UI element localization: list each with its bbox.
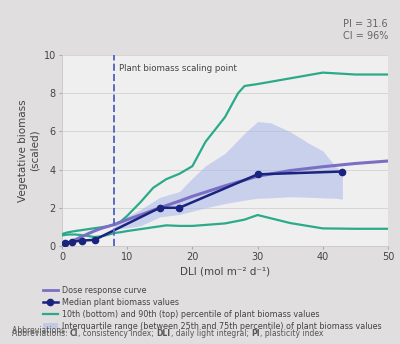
Text: , consistency index;: , consistency index; — [78, 330, 157, 338]
Text: PI: PI — [251, 330, 260, 338]
Text: , daily light integral;: , daily light integral; — [171, 330, 251, 338]
Text: PI = 31.6
CI = 96%: PI = 31.6 CI = 96% — [343, 19, 388, 41]
Y-axis label: Vegetative biomass
(scaled): Vegetative biomass (scaled) — [18, 99, 39, 202]
Text: Abbreviations:: Abbreviations: — [12, 330, 70, 338]
Legend: Dose response curve, Median plant biomass values, 10th (bottom) and 90th (top) p: Dose response curve, Median plant biomas… — [43, 286, 381, 331]
Text: CI: CI — [70, 330, 78, 338]
Text: , plasticity index: , plasticity index — [260, 330, 323, 338]
X-axis label: DLI (mol m⁻² d⁻¹): DLI (mol m⁻² d⁻¹) — [180, 266, 270, 276]
Text: DLI: DLI — [157, 330, 171, 338]
Text: Plant biomass scaling point: Plant biomass scaling point — [119, 64, 237, 73]
Text: Abbreviations:: Abbreviations: — [12, 326, 70, 335]
